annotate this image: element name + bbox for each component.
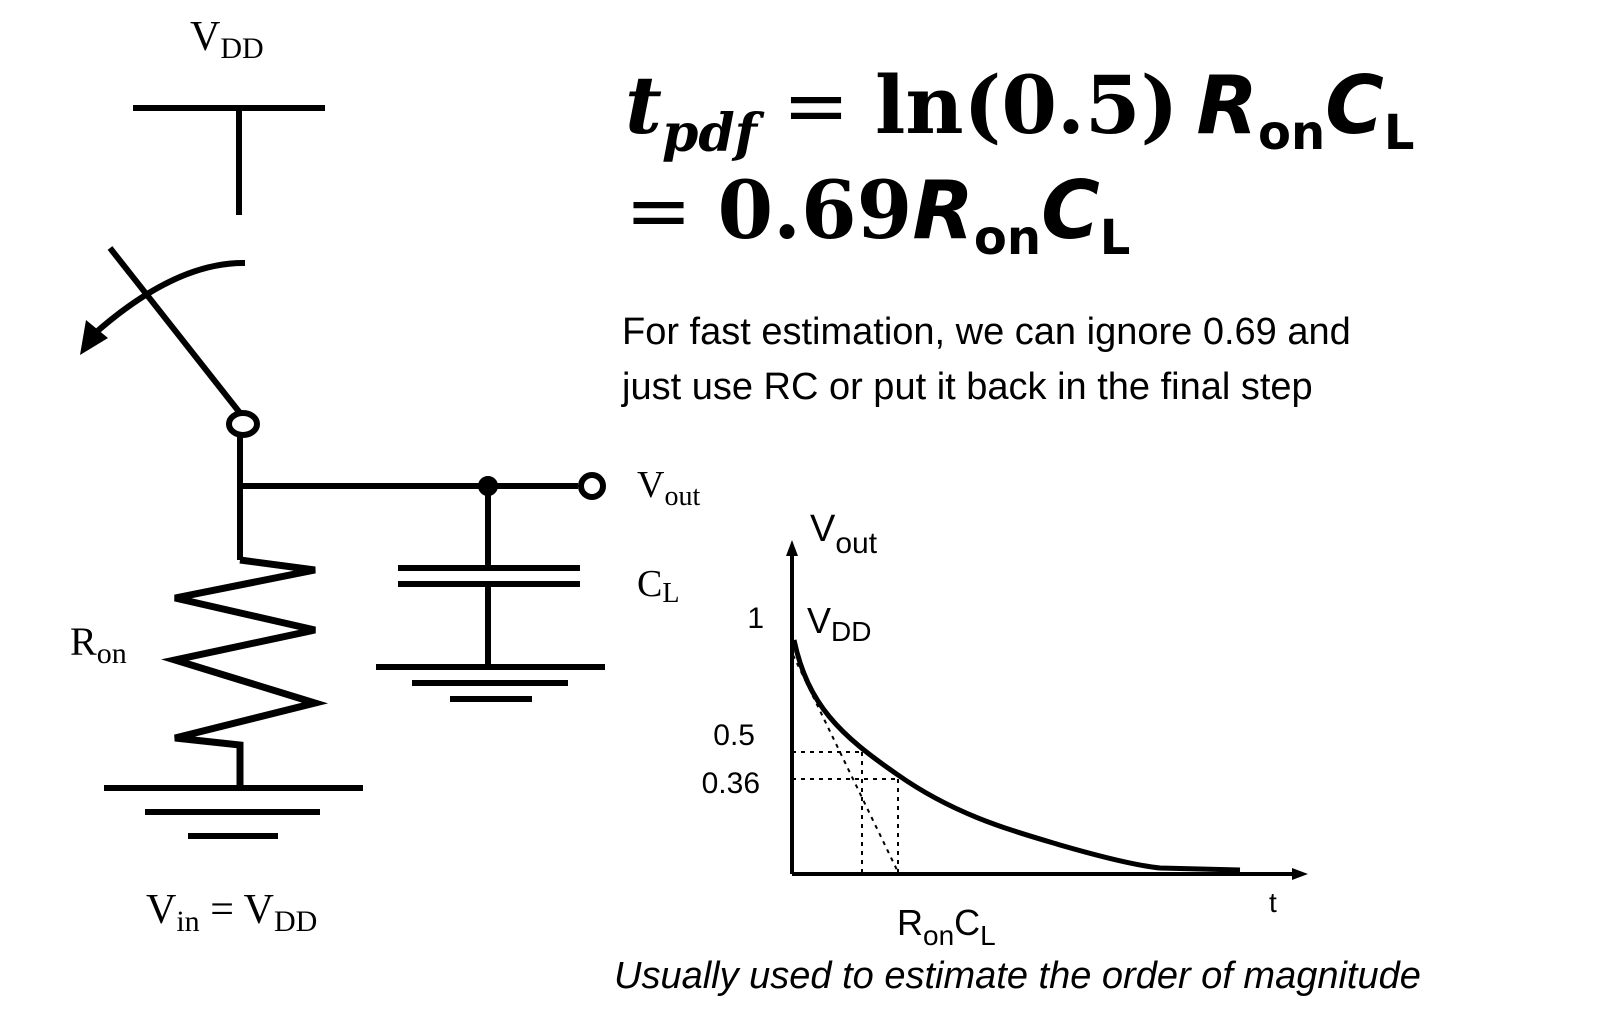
switch-rc-circuit: [80, 105, 606, 839]
switch-arc: [91, 259, 246, 338]
equation-line-2: = 0.69RonCL: [625, 163, 1130, 266]
cl-label: CL: [637, 563, 679, 609]
discharge-plot: [786, 540, 1308, 880]
vout-label: Vout: [637, 464, 700, 512]
switch-arrowhead: [80, 320, 108, 355]
tick-label-05: 0.5: [713, 719, 755, 752]
plot-x-arrow: [1292, 868, 1308, 880]
plot-vdd-label: VDD: [807, 600, 871, 647]
discharge-curve: [791, 639, 1241, 873]
switch-contact: [226, 410, 260, 438]
caption: Usually used to estimate the order of ma…: [614, 955, 1421, 997]
plot-y-axis-label: Vout: [810, 508, 878, 560]
vdd-label: VDD: [190, 14, 264, 65]
equation-line-1: tpdf = ln(0.5) RonCL: [625, 58, 1414, 164]
plot-ronc-label: RonCL: [897, 902, 996, 951]
vout-terminal: [578, 472, 606, 500]
plot-x-axis-label: t: [1269, 887, 1277, 918]
switch-arm: [107, 246, 243, 415]
estimation-note-line-2: just use RC or put it back in the final …: [622, 366, 1313, 408]
tick-label-036: 0.36: [702, 767, 760, 800]
estimation-note-line-1: For fast estimation, we can ignore 0.69 …: [622, 311, 1351, 353]
tick-label-1: 1: [747, 602, 764, 635]
ron-label: Ron: [70, 619, 127, 670]
plot-guides: [792, 654, 899, 873]
plot-y-arrow: [786, 540, 798, 556]
estimation-note: For fast estimation, we can ignore 0.69 …: [622, 305, 1351, 415]
tangent-line: [792, 654, 899, 873]
vin-label: Vin = VDD: [146, 887, 317, 938]
resistor-ron: [161, 556, 329, 785]
